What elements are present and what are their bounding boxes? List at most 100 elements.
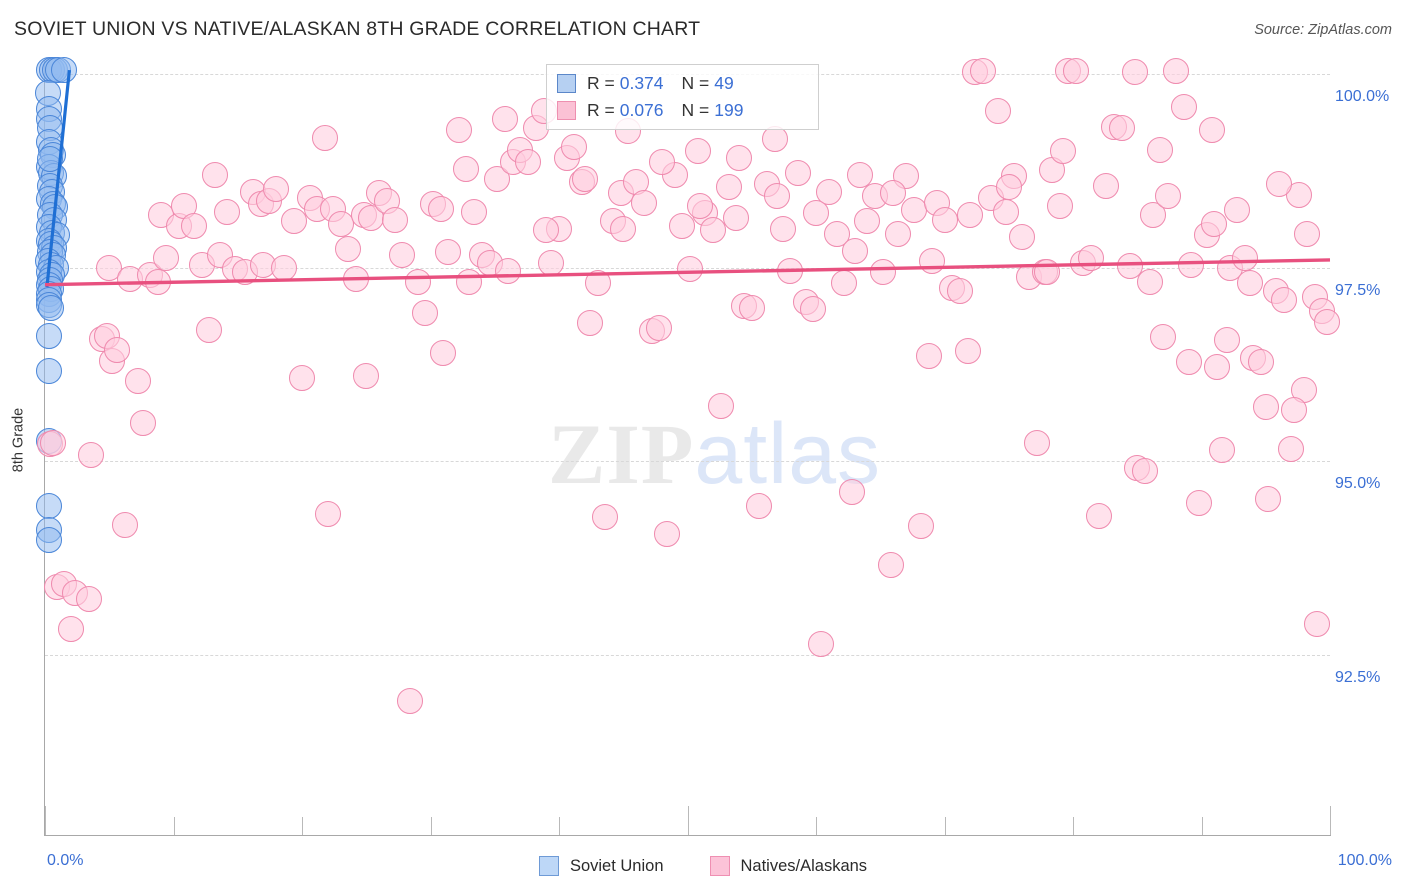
data-point-natives bbox=[769, 215, 796, 242]
data-point-natives bbox=[648, 149, 675, 176]
data-point-natives bbox=[723, 205, 750, 232]
data-point-natives bbox=[1237, 270, 1264, 297]
legend-item-natives-alaskans[interactable]: Natives/Alaskans bbox=[709, 856, 867, 876]
data-point-natives bbox=[1062, 57, 1089, 84]
data-point-natives bbox=[427, 195, 454, 222]
data-point-natives bbox=[492, 105, 519, 132]
data-point-natives bbox=[111, 511, 138, 538]
data-point-natives bbox=[1293, 220, 1320, 247]
data-point-natives bbox=[1008, 223, 1035, 250]
data-point-natives bbox=[808, 631, 835, 658]
correlation-legend-box: R = 0.374 N = 49 R = 0.076 N = 199 bbox=[546, 64, 819, 130]
data-point-soviet bbox=[36, 146, 63, 173]
data-point-natives bbox=[1147, 136, 1174, 163]
data-point-natives bbox=[869, 259, 896, 286]
data-point-natives bbox=[838, 479, 865, 506]
x-tick-7 bbox=[944, 817, 946, 835]
x-tick-2 bbox=[302, 817, 303, 835]
trend-line-natives bbox=[44, 258, 1331, 287]
data-point-soviet bbox=[35, 322, 62, 349]
x-axis-min-label: 0.0% bbox=[47, 852, 84, 869]
data-point-natives bbox=[1270, 287, 1297, 314]
data-point-natives bbox=[854, 208, 881, 235]
data-point-natives bbox=[576, 310, 603, 337]
r-label-soviet: R = bbox=[587, 73, 615, 93]
data-point-natives bbox=[515, 149, 542, 176]
x-tick-9 bbox=[1201, 817, 1203, 835]
data-point-natives bbox=[946, 277, 973, 304]
data-point-natives bbox=[435, 239, 462, 266]
data-point-natives bbox=[1131, 457, 1158, 484]
data-point-natives bbox=[196, 316, 223, 343]
data-point-natives bbox=[1203, 353, 1230, 380]
data-point-natives bbox=[610, 215, 637, 242]
y-tick-label-2: 95.0% bbox=[1335, 475, 1381, 493]
data-point-natives bbox=[445, 116, 472, 143]
x-tick-1 bbox=[173, 817, 175, 835]
data-point-natives bbox=[1278, 435, 1305, 462]
n-value-soviet: 49 bbox=[714, 73, 734, 93]
y-axis-label: 8th Grade bbox=[10, 407, 27, 473]
data-point-natives bbox=[1024, 429, 1051, 456]
data-point-natives bbox=[1108, 115, 1135, 142]
data-point-natives bbox=[800, 296, 827, 323]
data-point-natives bbox=[312, 124, 339, 151]
data-point-natives bbox=[715, 174, 742, 201]
data-point-natives bbox=[78, 442, 105, 469]
data-point-natives bbox=[707, 392, 734, 419]
x-axis-max-label: 100.0% bbox=[1337, 852, 1392, 869]
legend-swatch-soviet-icon bbox=[557, 74, 576, 93]
data-point-natives bbox=[1214, 327, 1241, 354]
data-point-natives bbox=[1085, 502, 1112, 529]
data-point-natives bbox=[885, 220, 912, 247]
data-point-natives bbox=[1209, 437, 1236, 464]
data-point-natives bbox=[957, 201, 984, 228]
data-point-natives bbox=[803, 200, 829, 227]
data-point-natives bbox=[335, 236, 362, 263]
data-point-natives bbox=[630, 189, 657, 216]
data-point-natives bbox=[918, 248, 945, 275]
data-point-natives bbox=[646, 315, 673, 342]
data-point-natives bbox=[1137, 268, 1164, 295]
legend-swatch-natives-icon bbox=[557, 101, 576, 120]
source-attribution: Source: ZipAtlas.com bbox=[1254, 22, 1392, 38]
data-point-natives bbox=[995, 174, 1022, 201]
y-tick-label-3: 92.5% bbox=[1335, 669, 1381, 686]
data-point-natives bbox=[75, 586, 102, 613]
data-point-natives bbox=[561, 133, 588, 160]
data-point-natives bbox=[1304, 611, 1331, 637]
data-point-natives bbox=[404, 268, 431, 295]
data-point-natives bbox=[877, 552, 904, 579]
trend-lines bbox=[44, 69, 1331, 288]
data-point-natives bbox=[908, 513, 935, 540]
data-point-natives bbox=[396, 688, 423, 715]
data-point-natives bbox=[327, 211, 354, 238]
correlation-row-natives: R = 0.076 N = 199 bbox=[557, 97, 743, 124]
gridline-95 bbox=[45, 461, 1330, 463]
legend-item-soviet-union[interactable]: Soviet Union bbox=[538, 856, 664, 876]
data-point-natives bbox=[1255, 485, 1282, 512]
data-point-natives bbox=[1252, 394, 1279, 421]
data-point-natives bbox=[677, 256, 704, 283]
x-tick-8 bbox=[1073, 817, 1074, 835]
legend-color-soviet-icon bbox=[538, 856, 559, 876]
data-point-natives bbox=[124, 367, 151, 394]
data-point-natives bbox=[1121, 59, 1148, 86]
x-axis-line bbox=[44, 835, 1331, 836]
data-point-natives bbox=[592, 504, 619, 531]
data-point-natives bbox=[846, 161, 873, 188]
data-point-natives bbox=[1093, 172, 1120, 199]
data-point-natives bbox=[841, 237, 868, 264]
data-point-natives bbox=[1149, 324, 1176, 351]
data-point-natives bbox=[1162, 57, 1189, 84]
n-label-natives: N = bbox=[681, 100, 710, 120]
data-point-natives bbox=[494, 257, 521, 284]
data-point-natives bbox=[1170, 93, 1197, 120]
data-point-natives bbox=[1314, 308, 1341, 335]
data-point-soviet bbox=[35, 493, 62, 520]
data-point-natives bbox=[738, 294, 765, 321]
data-point-natives bbox=[353, 363, 380, 390]
data-point-soviet bbox=[37, 294, 64, 321]
data-point-soviet bbox=[36, 358, 63, 385]
data-point-natives bbox=[263, 175, 290, 202]
